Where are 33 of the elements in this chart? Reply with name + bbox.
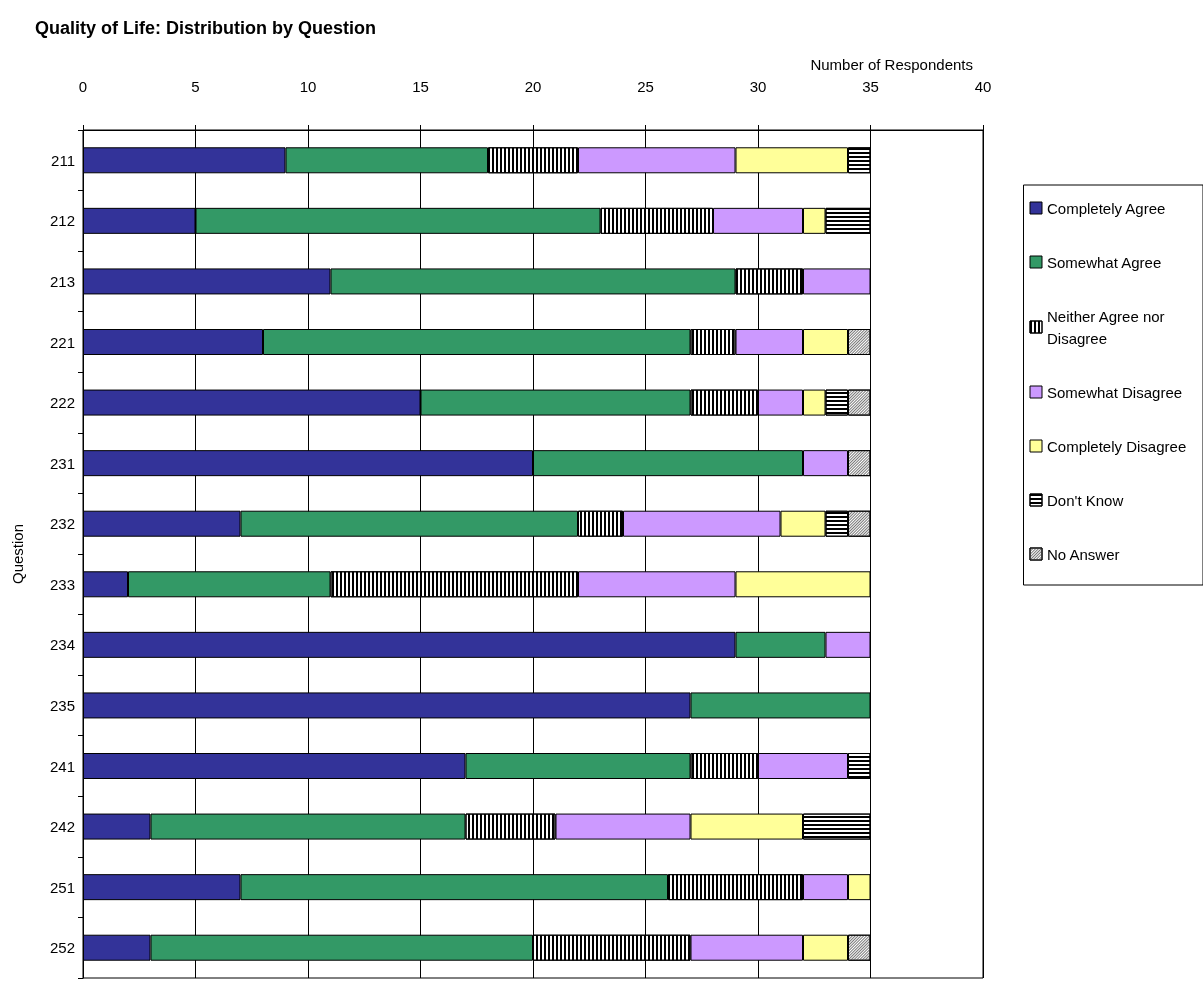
x-tick-label: 0 xyxy=(78,78,88,95)
y-tick-label: 242 xyxy=(49,818,75,836)
legend-label: Completely Agree xyxy=(1047,199,1166,217)
y-tick-label: 213 xyxy=(49,272,75,290)
legend-label: Somewhat Agree xyxy=(1047,253,1162,271)
x-tick-label: 5 xyxy=(191,78,200,95)
x-tick-label: 20 xyxy=(524,78,542,95)
y-tick-label: 211 xyxy=(51,151,75,169)
x-tick-label: 35 xyxy=(862,78,879,95)
legend-label: Completely Disagree xyxy=(1047,437,1187,455)
legend-label: Don't Know xyxy=(1047,491,1124,509)
legend-label: Neither Agree nor Disagree xyxy=(1047,307,1169,347)
y-tick-label: 222 xyxy=(49,394,75,412)
y-tick-label: 241 xyxy=(49,757,75,775)
chart-title: Quality of Life: Distribution by Question xyxy=(35,18,376,38)
x-tick-label: 10 xyxy=(299,78,317,95)
x-tick-label: 40 xyxy=(974,78,992,95)
y-tick-label: 233 xyxy=(49,575,75,593)
y-tick-label: 252 xyxy=(49,939,75,957)
x-tick-label: 30 xyxy=(749,78,767,95)
legend-label: Somewhat Disagree xyxy=(1047,383,1183,401)
y-tick-label: 234 xyxy=(49,636,75,654)
x-tick-label: 15 xyxy=(412,78,429,95)
y-axis-title: Question xyxy=(9,523,26,585)
x-tick-label: 25 xyxy=(637,78,654,95)
y-tick-label: 212 xyxy=(49,212,75,230)
y-tick-label: 251 xyxy=(49,878,75,896)
y-tick-label: 221 xyxy=(49,333,75,351)
y-tick-label: 235 xyxy=(49,696,75,714)
legend-label: No Answer xyxy=(1047,545,1120,563)
y-tick-label: 231 xyxy=(49,454,75,472)
x-axis-title: Number of Respondents xyxy=(810,56,973,73)
y-tick-label: 232 xyxy=(49,515,75,533)
